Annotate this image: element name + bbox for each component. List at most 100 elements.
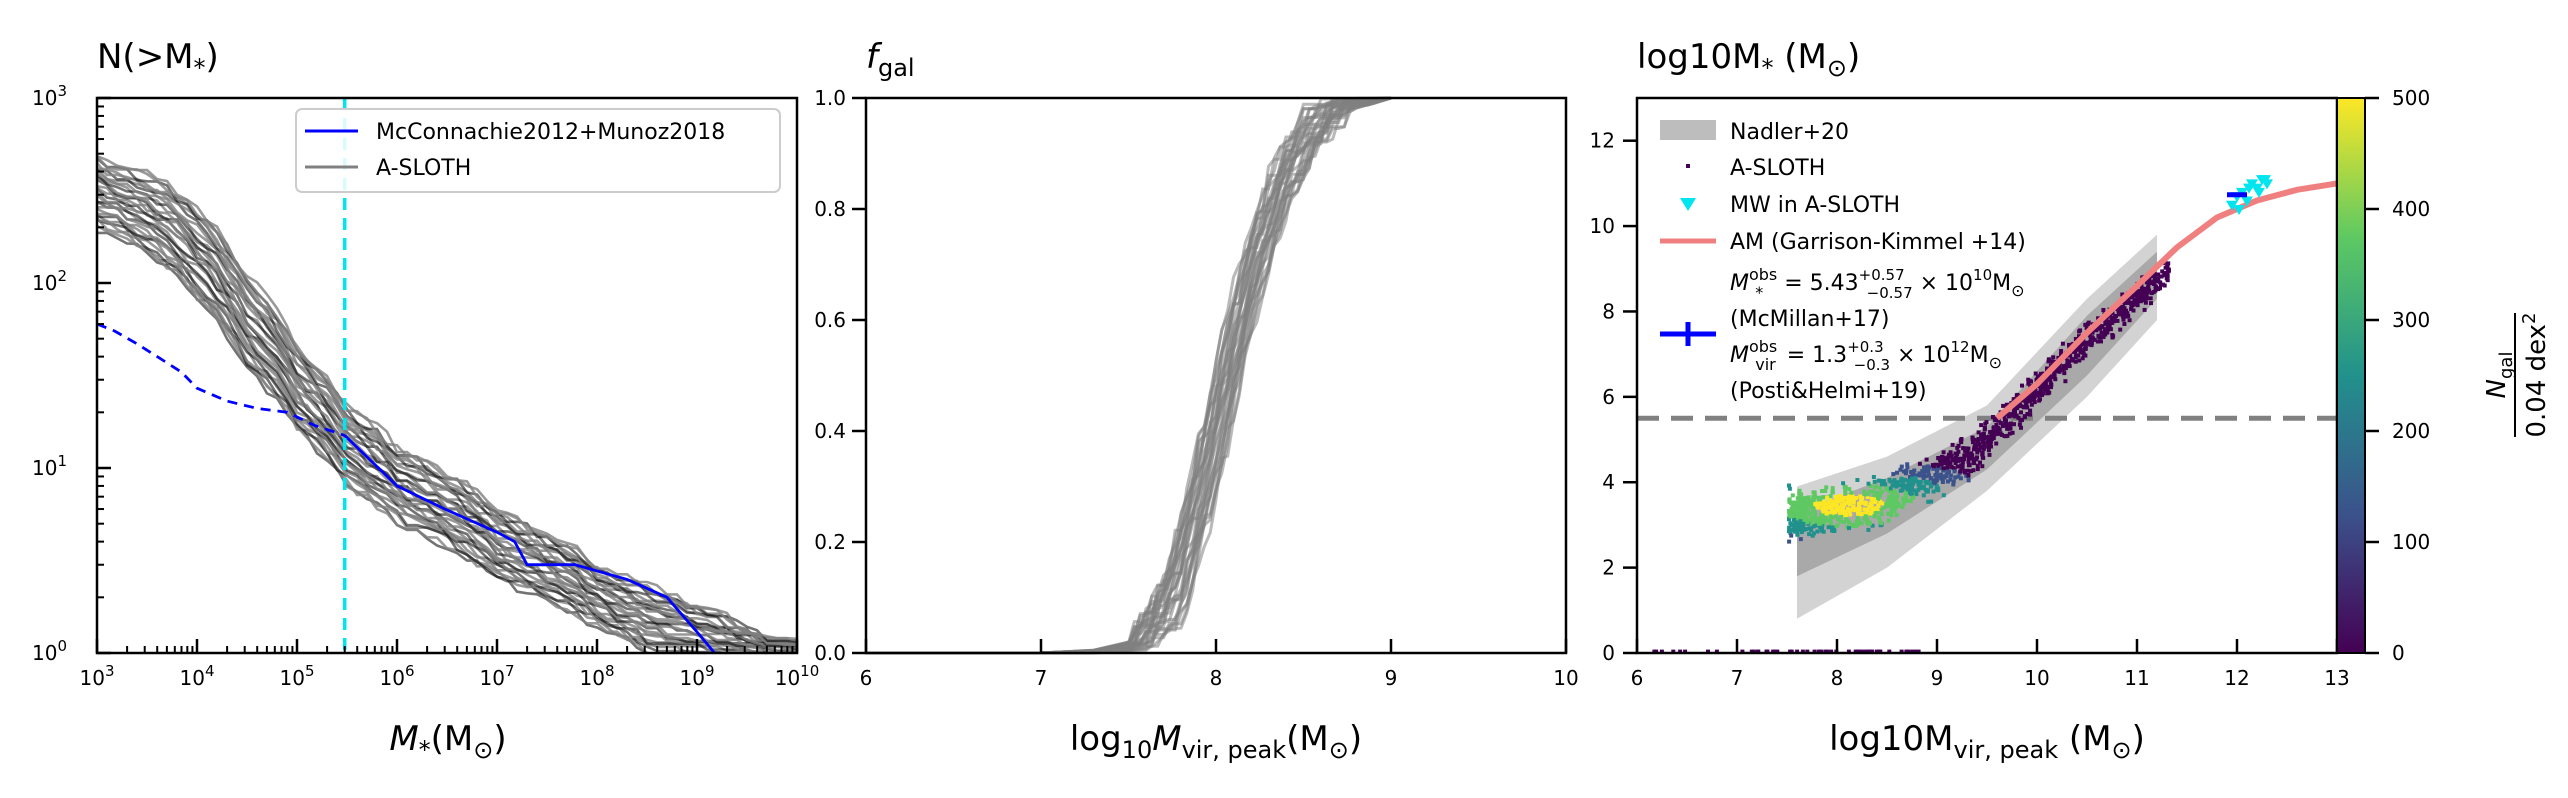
- fgal-curve: [866, 96, 1392, 655]
- heatmap-cell: [2009, 421, 2013, 426]
- heatmap-cell: [2103, 327, 2108, 332]
- heatmap-cell: [2151, 274, 2156, 278]
- heatmap-cell: [2045, 366, 2049, 371]
- heatmap-cell: [1969, 456, 1974, 461]
- heatmap-cell: [2124, 308, 2129, 313]
- heatmap-cell: [1849, 490, 1854, 495]
- heatmap-cell: [1909, 470, 1914, 474]
- heatmap-cell: [2154, 279, 2159, 284]
- fgal-curve: [866, 96, 1392, 655]
- heatmap-cell: [1936, 456, 1941, 460]
- heatmap-cell: [1978, 445, 1983, 450]
- heatmap-cell: [1787, 499, 1792, 504]
- observed-curve-solid: [343, 434, 716, 654]
- heatmap-cell: [1934, 474, 1939, 479]
- heatmap-cell: [1790, 493, 1795, 498]
- heatmap-cell: [1793, 501, 1798, 505]
- heatmap-cell: [1847, 520, 1852, 525]
- heatmap-cell: [2104, 330, 2108, 335]
- legend-nadler-label: Nadler+20: [1730, 120, 1849, 145]
- heatmap-cell: [2026, 381, 2031, 386]
- heatmap-cell: [1876, 478, 1881, 483]
- heatmap-cell: [1980, 450, 1985, 455]
- heatmap-cell: [1878, 486, 1882, 491]
- heatmap-cell: [2140, 291, 2145, 296]
- heatmap-cell: [1871, 507, 1876, 511]
- heatmap-cell: [1799, 506, 1804, 511]
- heatmap-cell: [1818, 525, 1823, 530]
- heatmap-cell: [2014, 403, 2019, 408]
- heatmap-cell: [2022, 414, 2027, 419]
- heatmap-cell: [2090, 335, 2095, 340]
- asloth-curve: [96, 178, 798, 651]
- heatmap-cell: [1896, 480, 1901, 485]
- heatmap-cell: [2052, 374, 2056, 379]
- heatmap-cell: [1886, 498, 1891, 503]
- heatmap-cell: [1826, 518, 1831, 523]
- heatmap-cell: [1976, 439, 1980, 444]
- y-tick-label: 0.8: [814, 197, 846, 221]
- legend-mw-swatch: [1680, 198, 1696, 211]
- x-tick-label: 107: [480, 662, 515, 690]
- heatmap-cell: [1837, 508, 1841, 513]
- heatmap-cell: [1977, 448, 1982, 453]
- heatmap-cell: [1811, 498, 1816, 502]
- heatmap-cell: [1855, 515, 1860, 520]
- heatmap-cell: [2140, 293, 2145, 298]
- heatmap-cell: [1832, 502, 1837, 507]
- heatmap-cell: [1863, 649, 1867, 654]
- heatmap-cell: [1966, 478, 1971, 483]
- asloth-curves: [95, 154, 798, 655]
- panel2-x-axis-label: log10Mvir, peak(M⊙): [1070, 719, 1362, 764]
- heatmap-cell: [1972, 461, 1977, 466]
- heatmap-cell: [1816, 521, 1821, 526]
- heatmap-cell: [2117, 310, 2121, 315]
- heatmap-cell: [1794, 520, 1799, 525]
- heatmap-cell: [1850, 524, 1855, 528]
- heatmap-cell: [1950, 442, 1955, 447]
- heatmap-cell: [1706, 649, 1710, 654]
- heatmap-cell: [2053, 377, 2058, 382]
- heatmap-cell: [1879, 521, 1884, 526]
- heatmap-cell: [1896, 503, 1901, 508]
- fgal-curves: [866, 96, 1392, 655]
- heatmap-cell: [2098, 335, 2102, 340]
- heatmap-cell: [2129, 306, 2134, 311]
- heatmap-cell: [1805, 649, 1810, 654]
- heatmap-cell: [1807, 532, 1812, 537]
- heatmap-cell: [2122, 322, 2127, 326]
- heatmap-cell: [1683, 649, 1688, 654]
- heatmap-cell: [1888, 501, 1893, 506]
- heatmap-cell: [1993, 418, 1998, 423]
- heatmap-cell: [1821, 503, 1826, 508]
- heatmap-cell: [1923, 479, 1928, 484]
- heatmap-cell: [1963, 449, 1968, 454]
- heatmap-cell: [1892, 481, 1897, 486]
- asloth-curve: [96, 154, 798, 641]
- heatmap-cell: [1918, 480, 1923, 484]
- heatmap-cell: [2158, 280, 2163, 285]
- heatmap-cell: [1917, 485, 1922, 490]
- heatmap-cell: [2066, 359, 2071, 364]
- heatmap-cell: [1895, 470, 1899, 475]
- heatmap-cell: [2084, 326, 2089, 331]
- heatmap-cell: [1986, 442, 1991, 447]
- heatmap-cell: [1878, 649, 1883, 654]
- heatmap-cell: [1991, 426, 1996, 431]
- heatmap-cell: [2002, 415, 2007, 420]
- heatmap-cell: [2020, 398, 2025, 403]
- heatmap-cell: [1788, 528, 1793, 533]
- heatmap-cell: [2164, 276, 2169, 281]
- heatmap-cell: [2165, 274, 2170, 278]
- heatmap-cell: [1788, 530, 1793, 535]
- heatmap-cell: [1962, 470, 1967, 475]
- heatmap-cell: [1792, 507, 1797, 512]
- heatmap-cell: [1890, 494, 1895, 499]
- heatmap-cell: [2083, 322, 2088, 327]
- heatmap-cell: [1909, 487, 1914, 492]
- heatmap-cell: [1984, 420, 1989, 425]
- heatmap-cell: [1817, 519, 1822, 524]
- heatmap-cell: [1787, 483, 1791, 488]
- x-tick-label: 6: [860, 666, 873, 690]
- heatmap-cell: [1869, 496, 1874, 501]
